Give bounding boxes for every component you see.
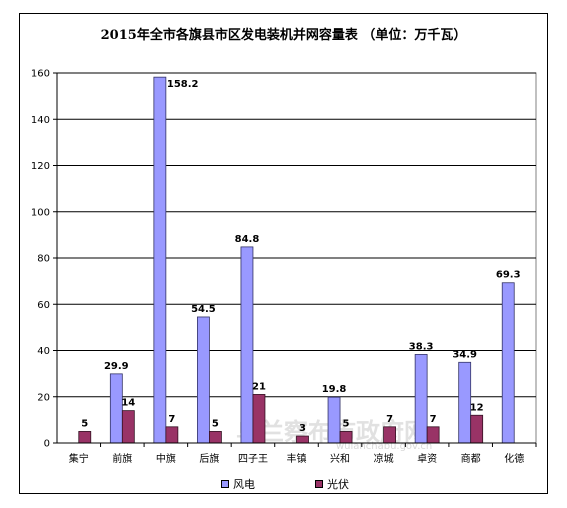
data-label-wind: 84.8 [235, 234, 260, 245]
x-tick-label: 化德 [504, 452, 524, 465]
bar-wind [197, 316, 210, 444]
y-tick-label: 40 [37, 346, 50, 357]
x-tick-label: 丰镇 [287, 452, 307, 465]
x-tick-label: 后旗 [199, 452, 219, 465]
data-label-solar: 14 [121, 398, 135, 409]
legend-swatch-wind [221, 480, 229, 488]
x-tick-label: 中旗 [156, 452, 176, 465]
bar-solar [339, 431, 353, 444]
chart-title: 2015年全市各旗县市区发电装机并网容量表 （单位：万千瓦） [100, 28, 467, 43]
data-label-solar: 7 [430, 414, 437, 425]
data-label-wind: 54.5 [191, 304, 216, 315]
x-tick-label: 兴和 [330, 453, 350, 465]
data-label-solar: 5 [343, 418, 350, 429]
y-tick-label: 60 [37, 300, 50, 311]
data-label-wind: 19.8 [322, 384, 347, 395]
data-label-solar: 21 [252, 381, 266, 392]
legend-swatch-solar [315, 480, 323, 488]
bar-solar [296, 435, 309, 444]
y-tick-label: 160 [31, 69, 50, 80]
bar-wind [327, 396, 341, 444]
x-tick-label: 商都 [461, 452, 481, 465]
bar-wind [240, 246, 254, 444]
data-label-wind: 69.3 [496, 270, 521, 281]
data-label-wind: 158.2 [167, 79, 199, 90]
data-label-solar: 7 [168, 414, 175, 425]
y-tick-label: 140 [31, 115, 50, 126]
bar-wind [501, 282, 515, 444]
bar-solar [383, 426, 396, 444]
legend-item-wind: 风电 [221, 476, 255, 492]
bar-solar [121, 410, 135, 444]
y-tick-label: 100 [31, 207, 50, 218]
watermark-url: wulanchabu.gov.cn [336, 441, 432, 452]
bar-solar [209, 431, 222, 444]
bar-solar [426, 426, 440, 444]
legend: 风电 光伏 [0, 476, 567, 494]
x-tick-label: 四子王 [238, 453, 268, 465]
legend-label-wind: 风电 [233, 478, 255, 491]
legend-item-solar: 光伏 [315, 476, 349, 492]
x-tick-label: 前旗 [112, 452, 132, 465]
bar-solar [165, 426, 179, 444]
y-tick-label: 0 [44, 439, 50, 450]
data-label-wind: 38.3 [409, 341, 434, 352]
bar-solar [78, 431, 92, 444]
y-tick-label: 20 [37, 392, 50, 403]
data-label-wind: 34.9 [452, 349, 477, 360]
data-label-solar: 5 [81, 418, 88, 429]
bar-solar [470, 414, 484, 444]
bar-wind [414, 354, 428, 444]
bar-wind [153, 76, 167, 444]
data-label-wind: 29.9 [104, 361, 129, 372]
data-label-solar: 7 [386, 414, 393, 425]
y-tick-label: 80 [37, 254, 50, 265]
data-label-solar: 5 [212, 418, 219, 429]
x-tick-label: 卓资 [417, 453, 437, 465]
x-tick-label: 集宁 [69, 452, 89, 465]
bar-solar [252, 394, 266, 444]
data-label-solar: 12 [470, 402, 484, 413]
y-tick-label: 120 [31, 161, 50, 172]
legend-label-solar: 光伏 [327, 478, 349, 491]
x-tick-label: 凉城 [374, 452, 394, 465]
data-label-solar: 3 [299, 423, 306, 434]
